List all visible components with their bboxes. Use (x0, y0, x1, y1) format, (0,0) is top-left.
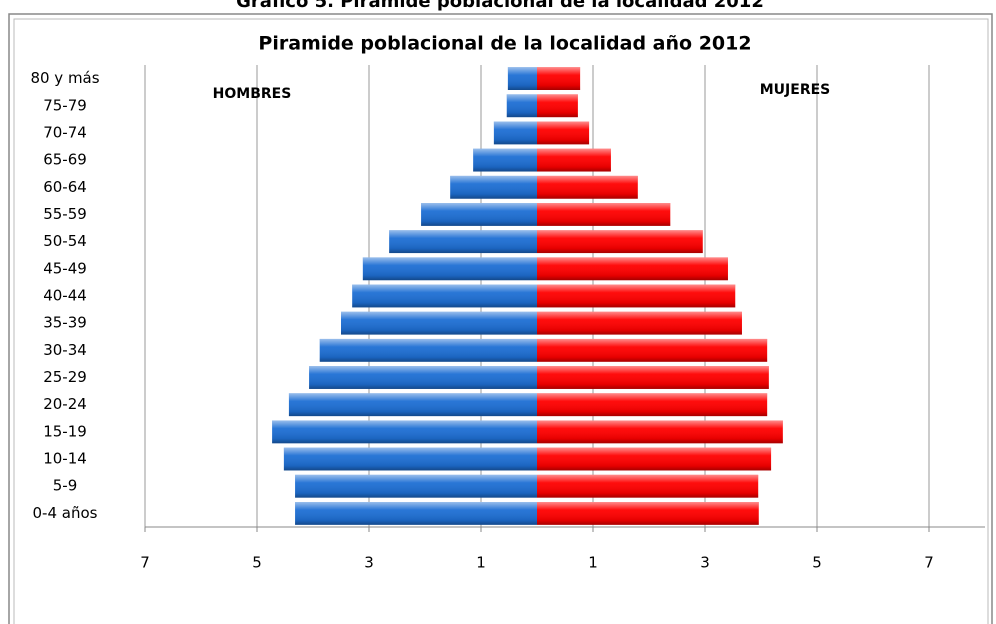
y-tick-label: 35-39 (43, 314, 87, 332)
y-tick-label: 65-69 (43, 151, 87, 169)
y-tick-label: 60-64 (43, 178, 87, 196)
y-tick-label: 50-54 (43, 232, 87, 250)
bar-shade (537, 420, 783, 444)
bar-shade (537, 121, 590, 145)
bar-shade (493, 121, 537, 145)
y-tick-label: 30-34 (43, 341, 87, 359)
bar-shade (283, 447, 537, 471)
y-tick-label: 40-44 (43, 287, 87, 305)
bar-shade (537, 284, 736, 308)
x-tick-label: 5 (812, 554, 822, 572)
bar-shade (295, 501, 537, 525)
bar-shade (319, 338, 537, 362)
bar-shade (506, 94, 537, 118)
bar-shade (421, 203, 537, 226)
bar-shade (537, 447, 772, 471)
bar-shade (537, 311, 742, 335)
bar-shade (288, 393, 537, 417)
bar-shade (537, 203, 671, 226)
bar-shade (341, 311, 537, 335)
bars (272, 67, 783, 525)
series-label: HOMBRES (213, 86, 292, 102)
x-tick-label: 3 (364, 554, 374, 572)
y-tick-label: 5-9 (53, 477, 78, 495)
y-tick-label: 55-59 (43, 205, 87, 223)
y-tick-label: 0-4 años (33, 504, 98, 522)
bar-shade (309, 366, 537, 389)
bar-shade (362, 257, 537, 281)
bar-shade (537, 175, 638, 199)
bar-shade (450, 175, 537, 199)
bar-shade (537, 257, 728, 281)
x-tick-label: 1 (476, 554, 486, 572)
y-tick-label: 45-49 (43, 259, 87, 277)
bar-shade (473, 148, 537, 172)
x-tick-label: 3 (700, 554, 710, 572)
inner-frame (13, 18, 989, 624)
bar-shade (537, 474, 759, 498)
series-label: MUJERES (760, 82, 831, 98)
bar-shade (272, 420, 537, 444)
y-tick-label: 25-29 (43, 368, 87, 386)
bar-shade (537, 94, 578, 118)
bar-shade (352, 284, 537, 308)
x-tick-label: 1 (588, 554, 598, 572)
bar-shade (537, 67, 581, 91)
heading: Gráfico 5. Pirámide poblacional de la lo… (236, 0, 764, 12)
y-tick-label: 10-14 (43, 450, 87, 468)
bar-shade (389, 230, 537, 254)
y-tick-label: 80 y más (30, 69, 99, 87)
bar-shade (537, 366, 769, 389)
bar-shade (537, 230, 703, 254)
bar-shade (537, 501, 759, 525)
bar-shade (537, 393, 768, 417)
x-tick-label: 7 (140, 554, 150, 572)
chart-title: Piramide poblacional de la localidad año… (258, 33, 751, 55)
x-tick-label: 5 (252, 554, 262, 572)
bar-shade (537, 338, 768, 362)
bar-shade (507, 67, 537, 91)
y-tick-label: 15-19 (43, 422, 87, 440)
y-tick-label: 20-24 (43, 395, 87, 413)
bar-shade (295, 474, 537, 498)
x-tick-label: 7 (924, 554, 934, 572)
y-tick-label: 70-74 (43, 123, 87, 141)
y-tick-label: 75-79 (43, 96, 87, 114)
bar-shade (537, 148, 611, 172)
